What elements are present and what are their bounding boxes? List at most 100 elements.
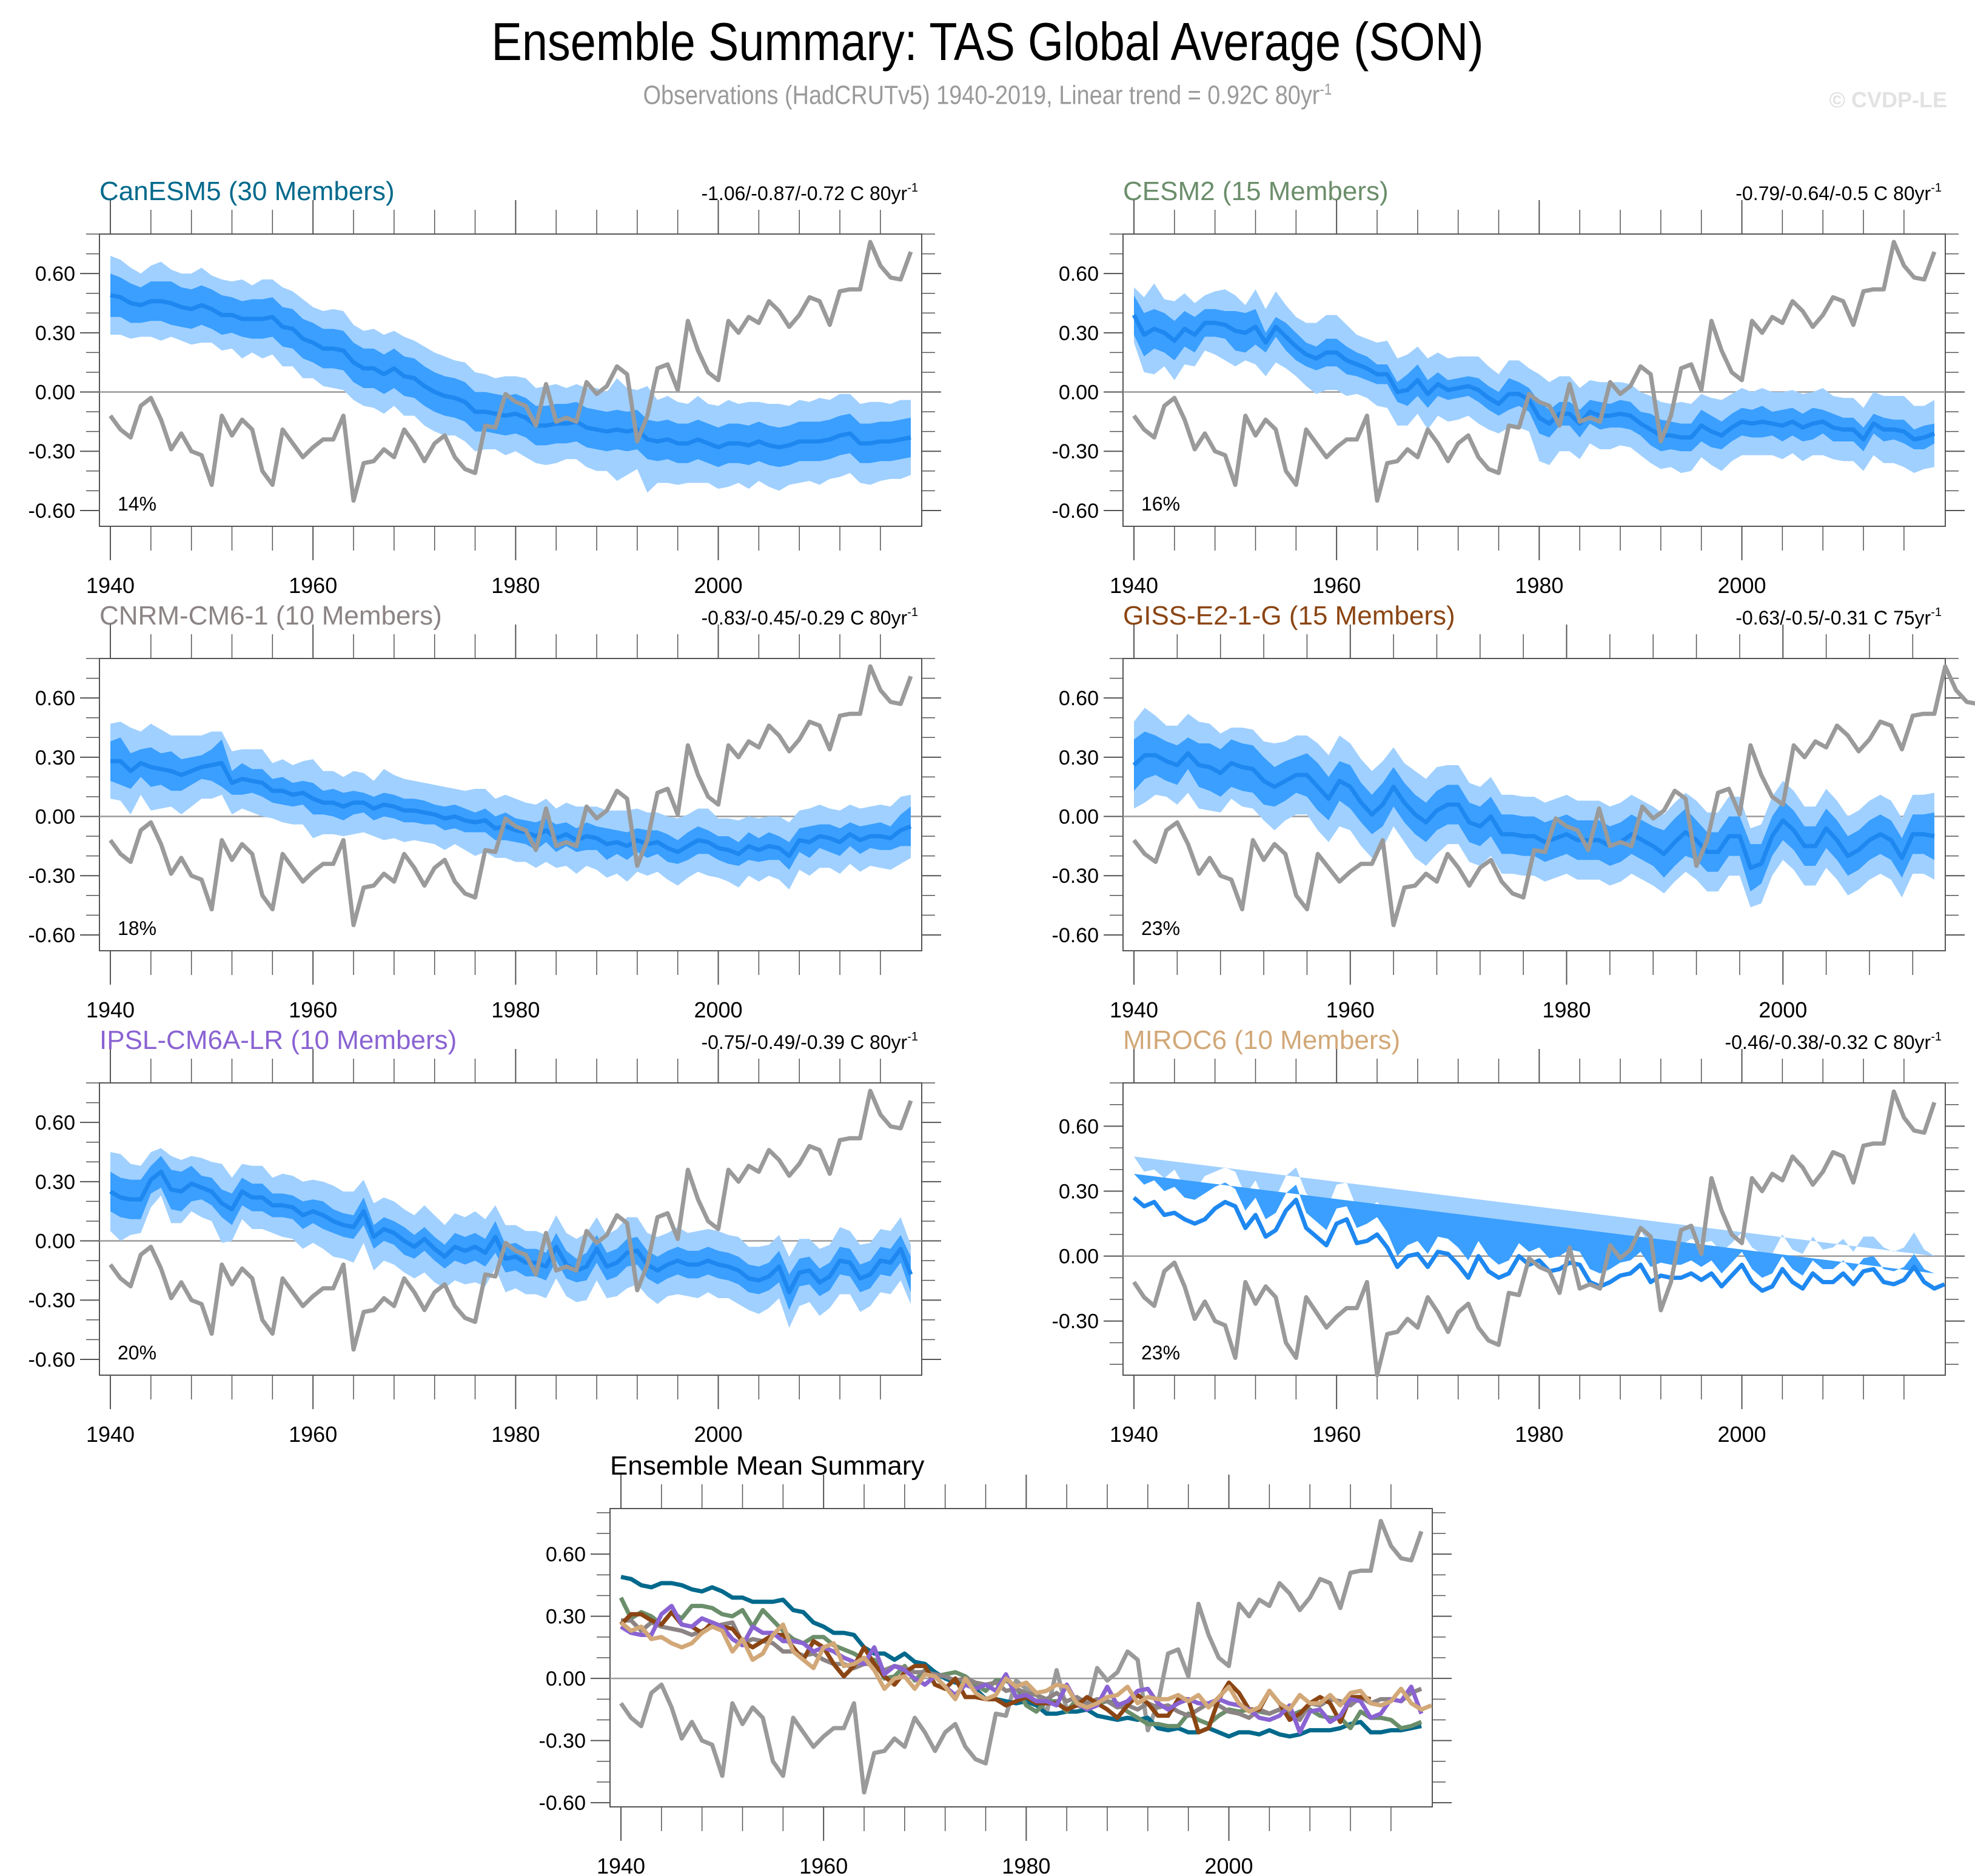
panel-cesm2: CESM2 (15 Members) -0.79/-0.64/-0.5 C 80y… [1052,176,1965,598]
x-tick-label: 1980 [491,1422,540,1447]
subtitle-superscript: -1 [1319,80,1332,98]
trend-superscript: -1 [1931,1030,1942,1044]
plot-frame [609,1508,1433,1807]
plot-frame [99,658,922,951]
y-tick-label: 0.30 [35,322,75,345]
ensemble-mean-line [1132,313,1936,442]
observations-line [109,664,913,928]
x-tick-label: 1980 [1002,1854,1050,1876]
x-tick-label: 1960 [1326,997,1375,1022]
observations-line [1132,240,1937,503]
percent-label: 23% [1141,1342,1180,1364]
inner-spread-band [110,273,911,467]
percent-label: 16% [1141,493,1180,515]
ensemble-mean-line [1132,1196,1946,1293]
plot-frame [99,233,922,527]
x-tick-label: 1940 [1110,1422,1158,1447]
y-tick-label: 0.60 [1059,1115,1099,1138]
panel-title: MIROC6 (10 Members) [1123,1025,1400,1055]
trend-label: -0.75/-0.49/-0.39 C 80yr-1 [701,1030,918,1053]
panel-title: IPSL-CM6A-LR (10 Members) [99,1025,457,1055]
trend-superscript: -1 [907,181,918,195]
trend-superscript: -1 [907,1030,918,1044]
inner-spread-band [110,1156,911,1310]
x-tick-label: 1940 [86,573,135,598]
x-tick-label: 1980 [491,997,540,1022]
trend-label: -0.83/-0.45/-0.29 C 80yr-1 [701,606,918,629]
x-tick-label: 2000 [1759,997,1807,1022]
panel-giss-e2-1-g: GISS-E2-1-G (15 Members) -0.63/-0.5/-0.31… [1052,601,1975,1022]
panel-canesm5: CanESM5 (30 Members) -1.06/-0.87/-0.72 C … [29,176,941,598]
inner-spread-band [110,737,911,870]
mean-line-miroc6 [619,1621,1433,1714]
y-tick-label: 0.30 [35,746,75,769]
observations-line [1132,1089,1937,1378]
percent-label: 23% [1141,917,1180,939]
percent-label: 14% [118,493,156,515]
trend-label: -1.06/-0.87/-0.72 C 80yr-1 [701,181,918,204]
subtitle: Observations (HadCRUTv5) 1940-2019, Line… [138,80,1837,111]
y-tick-label: 0.00 [35,381,75,404]
outer-spread-band [1134,1156,1934,1256]
y-tick-label: -0.30 [1052,1310,1099,1333]
plot-frame [1122,233,1946,527]
x-tick-label: 1960 [799,1854,848,1876]
y-tick-label: -0.60 [29,1348,76,1372]
trend-text: -0.75/-0.49/-0.39 C 80yr [701,1031,907,1053]
plot-frame [1122,658,1946,951]
x-tick-label: 2000 [694,1422,742,1447]
y-tick-label: 0.00 [1059,381,1099,404]
inner-spread-band [1134,1173,1934,1278]
plot-frame [99,1082,922,1376]
x-tick-label: 1940 [86,1422,135,1447]
x-tick-label: 1940 [86,997,135,1022]
trend-superscript: -1 [1931,181,1942,195]
trend-label: -0.63/-0.5/-0.31 C 75yr-1 [1735,606,1942,629]
x-tick-label: 1960 [1312,1422,1361,1447]
trend-superscript: -1 [907,606,918,619]
percent-label: 18% [118,917,156,939]
observations-line [1132,664,1975,928]
y-tick-label: -0.60 [1052,500,1099,523]
x-tick-label: 2000 [694,997,742,1022]
panel-miroc6: MIROC6 (10 Members) -0.46/-0.38/-0.32 C 8… [1052,1025,1965,1447]
y-tick-label: 0.00 [35,1230,75,1253]
y-tick-label: -0.60 [539,1792,586,1815]
outer-spread-band [110,1148,911,1328]
ensemble-mean-line [1132,751,1935,870]
x-tick-label: 1960 [289,1422,337,1447]
y-tick-label: 0.60 [35,263,75,286]
x-tick-label: 2000 [1717,573,1766,598]
trend-text: -0.79/-0.64/-0.5 C 80yr [1735,183,1931,204]
y-tick-label: -0.30 [1052,865,1099,888]
trend-text: -0.63/-0.5/-0.31 C 75yr [1735,607,1931,629]
ensemble-mean-line [110,293,911,450]
observations-line [619,1519,1424,1795]
y-tick-label: 0.30 [1059,746,1099,769]
trend-label: -0.46/-0.38/-0.32 C 80yr-1 [1725,1030,1942,1053]
mean-line-cnrm-cm6-1 [621,1618,1423,1722]
y-tick-label: 0.00 [35,806,75,829]
y-tick-label: -0.30 [29,1289,76,1312]
panel-cnrm-cm6-1: CNRM-CM6-1 (10 Members) -0.83/-0.45/-0.29… [29,601,941,1022]
panel-title: CESM2 (15 Members) [1123,176,1389,206]
y-tick-label: -0.30 [29,865,76,888]
y-tick-label: -0.60 [29,500,76,523]
y-tick-label: -0.60 [1052,924,1099,947]
panel-title: Ensemble Mean Summary [610,1451,924,1481]
x-tick-label: 2000 [1717,1422,1766,1447]
trend-text: -0.46/-0.38/-0.32 C 80yr [1725,1031,1931,1053]
y-tick-label: 0.60 [35,1111,75,1134]
x-tick-label: 1980 [1515,1422,1563,1447]
x-tick-label: 1960 [289,997,337,1022]
y-tick-label: 0.30 [1059,1181,1099,1204]
inner-spread-band [1134,295,1934,452]
observations-line [109,240,913,503]
panel-title: GISS-E2-1-G (15 Members) [1123,601,1455,631]
y-tick-label: 0.30 [546,1606,586,1629]
panel-ipsl-cm6a-lr: IPSL-CM6A-LR (10 Members) -0.75/-0.49/-0.… [29,1025,941,1447]
subtitle-text: Observations (HadCRUTv5) 1940-2019, Line… [643,80,1320,110]
x-tick-label: 1980 [1515,573,1563,598]
y-tick-label: -0.30 [29,440,76,463]
